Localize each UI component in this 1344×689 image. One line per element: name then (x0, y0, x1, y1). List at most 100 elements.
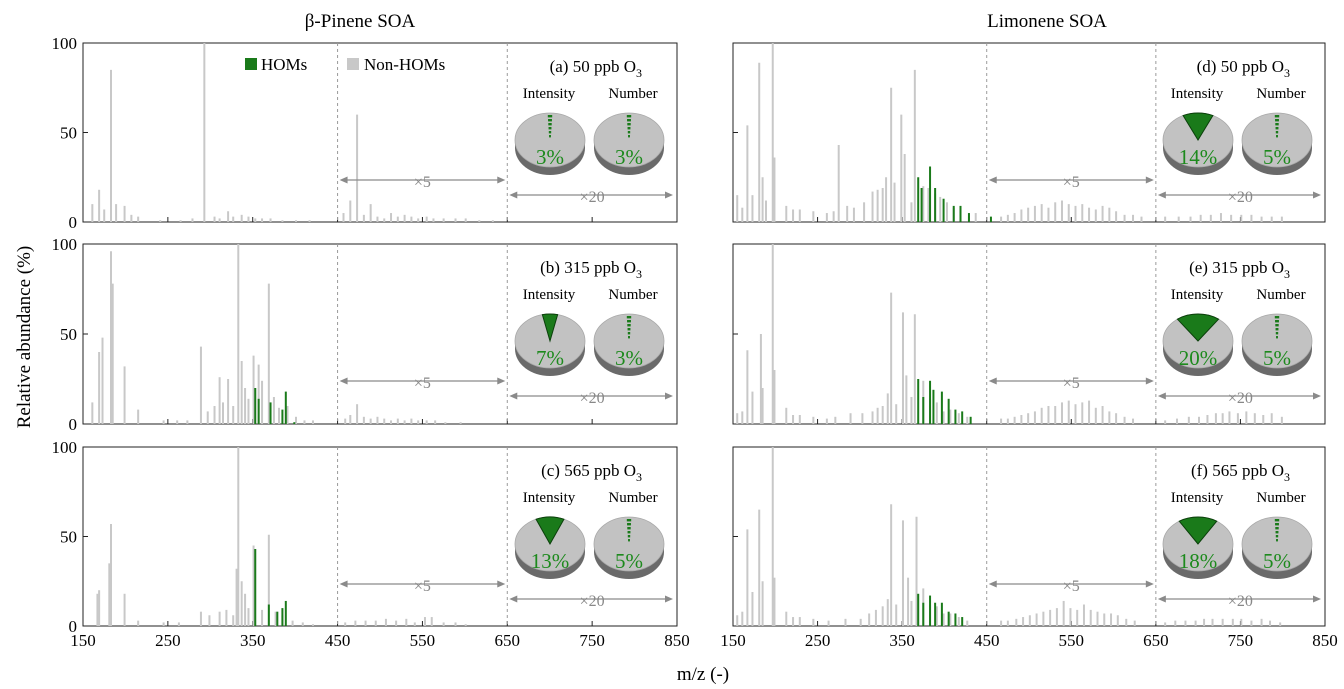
pie-number-label: Number (1256, 86, 1305, 102)
multiplier-mid-label: ×5 (414, 375, 431, 392)
multiplier-mid-arrow-head-left (339, 377, 348, 385)
number-pie-slice-dash (627, 127, 631, 130)
number-pie-slice-dash (1274, 519, 1280, 522)
number-pie-slice-dash (1276, 135, 1278, 138)
intensity-pie-slice-dash (549, 135, 551, 138)
left-title: β-Pinene SOA (305, 11, 416, 32)
pie-intensity-value: 20% (1179, 346, 1218, 370)
pie-intensity-label: Intensity (523, 490, 576, 506)
number-pie-slice-dash (1275, 535, 1279, 538)
pie-number-label: Number (1256, 287, 1305, 303)
pie-intensity-value: 14% (1179, 145, 1218, 169)
panel-title: (d) 50 ppb O3 (1197, 57, 1290, 80)
panel-title-subscript: 3 (1284, 267, 1290, 281)
intensity-pie-slice-dash (548, 123, 552, 126)
multiplier-right-arrow-head-right (1313, 191, 1321, 199)
panel-title-text: (c) 565 ppb O (541, 461, 636, 480)
x-tick-label: 650 (1143, 631, 1169, 650)
pie-number-value: 3% (615, 145, 643, 169)
multiplier-right-arrow-head-left (509, 392, 518, 400)
pie-number-value: 3% (615, 346, 643, 370)
panel-title-subscript: 3 (636, 267, 642, 281)
multiplier-mid-label: ×5 (414, 578, 431, 595)
intensity-pie-slice (1178, 516, 1218, 545)
number-pie-top (1241, 313, 1313, 369)
multiplier-right-arrow-head-right (1313, 392, 1321, 400)
pie-intensity-label: Intensity (1171, 490, 1224, 506)
number-pie-slice-dash (627, 131, 631, 134)
number-pie-top (1241, 516, 1313, 572)
multiplier-right-arrow-head-right (665, 392, 673, 400)
number-pie-slice-dash (627, 320, 631, 323)
multiplier-mid-arrow-head-right (497, 176, 506, 184)
pie-intensity-label: Intensity (523, 86, 576, 102)
legend-nonhom-swatch (347, 58, 359, 70)
pie-number-label: Number (1256, 490, 1305, 506)
number-pie-slice-dash (1275, 131, 1279, 134)
pie-intensity-value: 7% (536, 346, 564, 370)
multiplier-right-label: ×20 (1228, 390, 1253, 407)
pie-number-value: 5% (1263, 346, 1291, 370)
panel-title-subscript: 3 (1284, 66, 1290, 80)
number-pie-slice-dash (627, 527, 631, 530)
x-tick-label: 650 (495, 631, 521, 650)
multiplier-mid-arrow-head-left (988, 176, 997, 184)
number-pie-slice-dash (628, 135, 630, 138)
number-pie-slice-dash (627, 324, 631, 327)
panel-title-text: (a) 50 ppb O (550, 57, 636, 76)
multiplier-right-arrow-head-left (1157, 595, 1166, 603)
intensity-pie-slice-dash (547, 115, 553, 118)
number-pie-slice-dash (627, 328, 631, 331)
multiplier-right-arrow-head-left (509, 191, 518, 199)
number-pie-slice-dash (626, 316, 632, 319)
panel-title-subscript: 3 (1284, 470, 1290, 484)
panel-title-text: (f) 565 ppb O (1191, 461, 1284, 480)
pie-intensity-label: Intensity (1171, 86, 1224, 102)
multiplier-mid-arrow-head-right (1145, 580, 1154, 588)
number-pie-top (593, 516, 665, 572)
multiplier-right-arrow-head-right (665, 595, 673, 603)
multiplier-mid-arrow-head-left (988, 580, 997, 588)
panel-title-subscript: 3 (636, 66, 642, 80)
y-tick-label: 100 (52, 34, 78, 53)
number-pie-slice-dash (1275, 123, 1279, 126)
multiplier-mid-label: ×5 (414, 174, 431, 191)
x-tick-label: 350 (889, 631, 915, 650)
multiplier-mid-label: ×5 (1063, 375, 1080, 392)
intensity-pie-slice (1176, 313, 1220, 342)
x-tick-label: 150 (720, 631, 746, 650)
number-pie-top (593, 112, 665, 168)
panel-title-text: (d) 50 ppb O (1197, 57, 1284, 76)
panel-title: (e) 315 ppb O3 (1189, 258, 1290, 281)
multiplier-right-label: ×20 (1228, 189, 1253, 206)
legend-hom-swatch (245, 58, 257, 70)
panel-d: ×5 ×20 (d) 50 ppb O3 Intensity Number 14% 5% (732, 42, 1326, 223)
x-tick-label: 250 (805, 631, 831, 650)
multiplier-right-arrow-head-right (665, 191, 673, 199)
intensity-pie-slice-dash (548, 131, 552, 134)
pie-intensity-value: 13% (531, 549, 570, 573)
legend: HOMs Non-HOMs (245, 55, 445, 74)
multiplier-mid-arrow-head-right (1145, 176, 1154, 184)
x-tick-label: 150 (70, 631, 96, 650)
multiplier-right-arrow-head-left (1157, 191, 1166, 199)
x-tick-label: 750 (579, 631, 605, 650)
x-tick-label: 450 (325, 631, 351, 650)
x-tick-label: 450 (974, 631, 1000, 650)
pie-intensity-label: Intensity (1171, 287, 1224, 303)
panel-title-text: (b) 315 ppb O (540, 258, 636, 277)
number-pie-slice-dash (1275, 324, 1279, 327)
multiplier-mid-label: ×5 (1063, 578, 1080, 595)
panel-b: 0 50 100 ×5 ×20 (b) 315 ppb O3 Intensity Number… (52, 235, 678, 434)
pie-number-value: 5% (615, 549, 643, 573)
number-pie-slice-dash (1275, 328, 1279, 331)
multiplier-right-arrow-head-left (1157, 392, 1166, 400)
x-tick-label: 850 (1312, 631, 1338, 650)
intensity-pie-slice-dash (548, 119, 552, 122)
y-tick-label: 0 (69, 617, 78, 636)
pie-number-value: 5% (1263, 549, 1291, 573)
number-pie-slice-dash (627, 535, 631, 538)
panel-f: 150 250 350 450 550 650 750 850 ×5 ×20 (f) 565 ppb… (720, 446, 1338, 650)
number-pie-slice-dash (1276, 336, 1278, 339)
